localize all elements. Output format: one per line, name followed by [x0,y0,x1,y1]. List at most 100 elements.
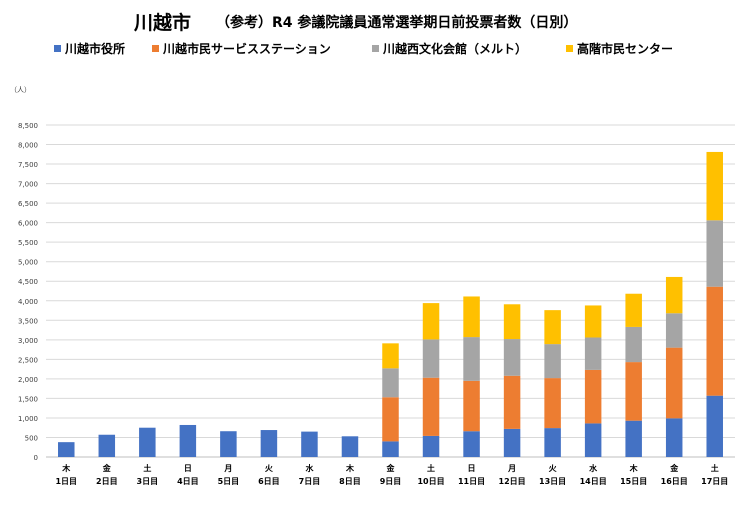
bar-segment-series-0-day-12 [503,428,521,457]
bar-segment-series-0-day-2 [98,434,116,457]
x-tick-weekday: 水 [588,463,598,473]
y-tick-label: 3,000 [18,337,38,345]
x-tick-day: 4日目 [177,477,199,486]
x-tick-day: 13日目 [539,477,566,486]
x-tick-weekday: 土 [711,463,719,473]
bar-segment-series-2-day-12 [503,339,521,376]
x-tick-weekday: 金 [102,463,112,473]
bar-segment-series-1-day-9 [382,397,399,442]
bar-segment-series-1-day-14 [584,369,602,424]
x-tick-day: 10日目 [417,477,444,486]
bar-segment-series-2-day-16 [665,313,683,348]
y-tick-label: 8,000 [18,142,38,150]
y-tick-label: 3,500 [18,317,38,325]
y-tick-label: 4,000 [18,298,38,306]
bar-segment-series-3-day-15 [625,293,642,327]
bar-segment-series-3-day-16 [665,276,683,314]
bar-segment-series-2-day-10 [422,339,440,378]
y-tick-label: 0 [34,454,38,462]
x-tick-weekday: 土 [143,463,151,473]
legend-swatch-melt [372,45,379,52]
x-tick-weekday: 月 [507,464,516,473]
x-label-layer: 木 1日目 金 2日目 土 3日目 日 4日目 月 5日目 火 6日目 水 7日目 木 8日目 金 9日目 土 10日… [55,463,728,486]
bar-segment-series-0-day-9 [382,441,399,457]
x-tick-weekday: 水 [304,463,314,473]
y-tick-label: 5,000 [18,259,38,267]
bar-segment-series-2-day-14 [584,337,602,370]
y-tick-label: 1,500 [18,395,38,403]
x-tick-weekday: 木 [345,463,355,473]
x-tick-weekday: 日 [184,464,192,473]
bar-segment-series-3-day-9 [382,343,399,369]
bar-segment-series-0-day-3 [139,427,156,457]
x-tick-day: 3日目 [137,477,159,486]
x-tick-day: 12日目 [499,477,526,486]
x-tick-weekday: 月 [223,464,232,473]
x-tick-weekday: 土 [427,463,435,473]
legend-swatch-takashina [566,45,573,52]
y-tick-label: 5,500 [18,239,38,247]
bar-segment-series-1-day-11 [463,380,480,432]
bar-segment-series-1-day-10 [422,377,440,436]
bar-segment-series-0-day-8 [341,436,359,457]
y-tick-label: 7,500 [18,161,38,169]
y-unit-label: （人） [10,86,31,94]
x-tick-day: 16日目 [661,477,688,486]
bar-segment-series-3-day-13 [544,310,561,345]
bar-segment-series-0-day-14 [584,423,602,457]
x-tick-day: 5日目 [218,477,240,486]
legend-swatch-service-station [152,45,159,52]
bar-segment-series-2-day-11 [463,337,480,381]
bar-segment-series-1-day-17 [706,286,723,396]
bar-segment-series-0-day-7 [301,431,318,457]
x-tick-weekday: 木 [629,463,639,473]
bar-segment-series-1-day-13 [544,378,561,429]
bar-segment-series-0-day-11 [463,431,480,457]
grid-layer: 0 500 1,000 1,500 2,000 2,500 3,000 3,500 4,000 4… [18,122,735,462]
legend-item-melt: 川越西文化会館（メルト） [372,40,527,57]
x-tick-day: 2日目 [96,477,118,486]
bar-segment-series-3-day-11 [463,296,480,338]
bar-segment-series-2-day-9 [382,368,399,398]
x-tick-weekday: 日 [468,464,476,473]
x-tick-day: 15日目 [620,477,647,486]
bar-segment-series-1-day-12 [503,375,521,429]
bar-segment-series-3-day-17 [706,151,723,221]
bar-segment-series-3-day-10 [422,303,440,340]
y-tick-label: 6,000 [18,220,38,228]
bar-segment-series-2-day-13 [544,344,561,379]
legend-swatch-city-hall [54,45,61,52]
bar-segment-series-3-day-14 [584,305,602,338]
legend-label-melt: 川越西文化会館（メルト） [383,42,528,56]
x-tick-day: 9日目 [380,477,402,486]
chart-title: 川越市 [134,12,192,34]
legend: 川越市役所 川越市民サービスステーション 川越西文化会館（メルト） 高階市民セン… [0,40,740,58]
x-tick-day: 8日目 [339,477,361,486]
y-tick-label: 8,500 [18,122,38,130]
bar-segment-series-1-day-15 [625,362,642,421]
bar-segment-series-2-day-17 [706,220,723,287]
bar-segment-series-0-day-1 [58,442,75,457]
legend-label-service-station: 川越市民サービスステーション [163,42,331,56]
legend-label-city-hall: 川越市役所 [65,42,126,56]
y-tick-label: 500 [25,434,38,442]
x-tick-weekday: 金 [669,463,679,473]
bar-segment-series-0-day-5 [220,431,237,457]
x-tick-weekday: 火 [549,464,558,473]
bar-segment-series-1-day-16 [665,347,683,419]
bar-segment-series-0-day-17 [706,395,723,457]
bar-segment-series-0-day-15 [625,420,642,457]
x-tick-day: 6日目 [258,477,280,486]
bar-segment-series-3-day-12 [503,304,521,340]
y-tick-label: 1,000 [18,415,38,423]
y-tick-label: 6,500 [18,200,38,208]
bar-segment-series-0-day-4 [179,424,197,457]
x-tick-day: 11日目 [458,477,485,486]
chart-subtitle: （参考）R4 参議院議員通常選挙期日前投票者数（日別） [216,15,578,31]
bar-segment-series-2-day-15 [625,326,642,363]
bar-layer [58,151,723,457]
title-row: 川越市 （参考）R4 参議院議員通常選挙期日前投票者数（日別） [0,6,740,34]
y-tick-label: 2,000 [18,376,38,384]
x-tick-weekday: 金 [386,463,396,473]
